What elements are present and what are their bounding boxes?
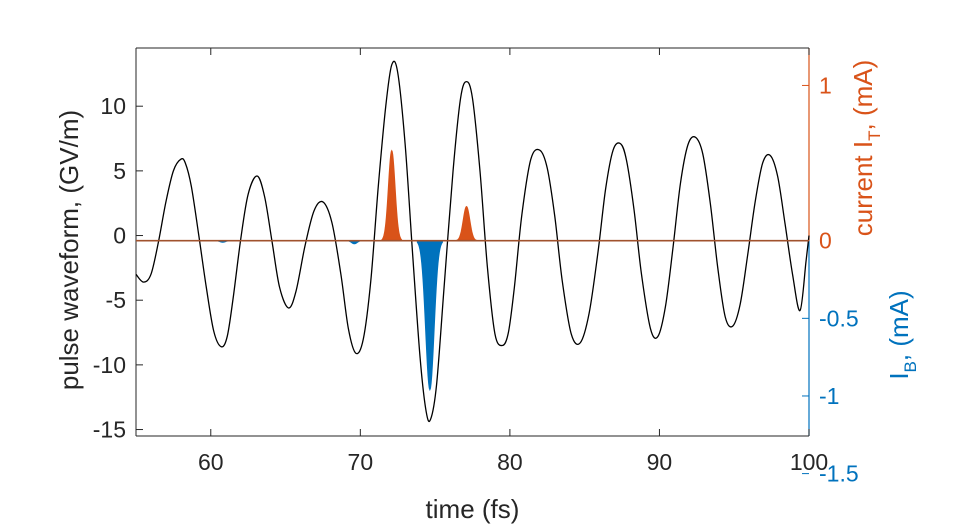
y-left-tick-label: -5 [106,287,126,313]
y-right-top-tick-label: 1 [819,72,832,98]
current-t-title-suffix: , (mA) [848,60,878,131]
current-t-pulse [381,149,403,242]
waveform-line [135,60,810,423]
y-right-axis-title-current-b: IB, (mA) [884,290,920,379]
y-left-tick-label: -15 [93,417,126,443]
x-tick-label: 80 [497,449,523,475]
y-right-axis-title-current-t: current IT, (mA) [848,60,884,237]
current-b-title-suffix: , (mA) [884,290,914,361]
current-t-pulse [456,205,477,242]
y-right-top-tick-label: 0 [819,228,832,254]
x-tick-label: 70 [348,449,374,475]
y-left-axis-title: pulse waveform, (GV/m) [54,110,84,390]
y-right-bottom-tick-label: -1 [819,383,839,409]
y-right-bottom-tick-label: -1.5 [819,461,859,487]
y-left-tick-label: 0 [113,223,126,249]
y-left-tick-label: 5 [113,158,126,184]
axes-layer [135,47,810,437]
current-t-title-text: current I [848,141,878,236]
current-t-title-subscript: T [865,131,884,141]
current-b-title-subscript: B [901,361,920,372]
current-b-pulse [416,240,443,392]
x-tick-label: 60 [198,449,224,475]
x-tick-label: 90 [647,449,673,475]
current-b-title-text: I [884,372,914,379]
y-left-tick-label: 10 [100,93,126,119]
series-layer [135,60,810,423]
y-left-tick-label: -10 [93,352,126,378]
x-tick-label: 100 [790,449,828,475]
x-axis-title: time (fs) [426,494,520,524]
y-right-bottom-tick-label: -0.5 [819,305,859,331]
